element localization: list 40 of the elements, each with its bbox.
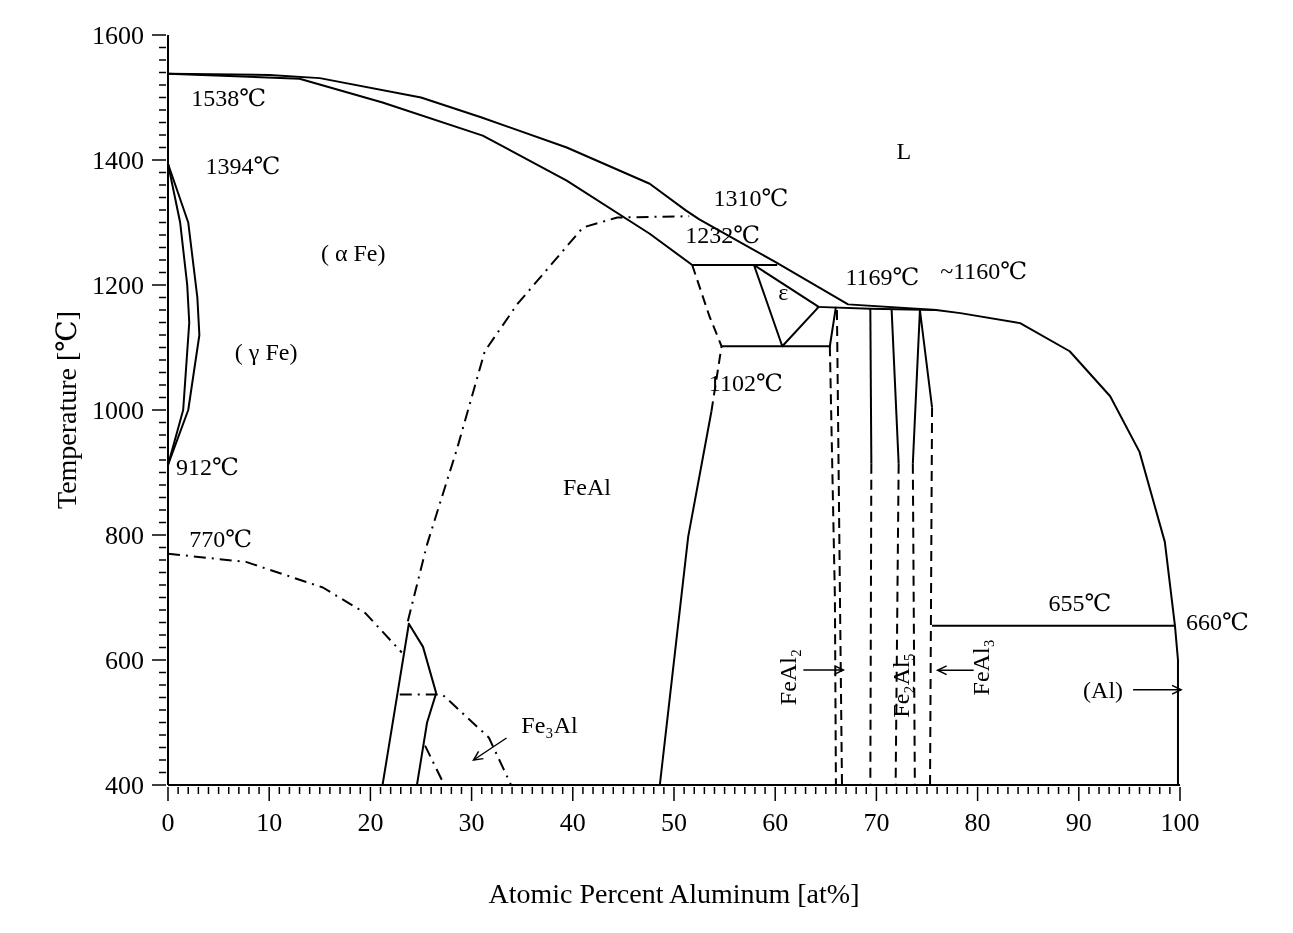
- annotation: 1169℃: [845, 263, 920, 290]
- x-tick-label: 100: [1160, 808, 1200, 837]
- text: 660℃: [1186, 609, 1249, 636]
- y-tick-label: 600: [105, 645, 144, 675]
- annotation: FeAl₃: [967, 639, 994, 696]
- x-tick-label: 90: [1065, 808, 1092, 837]
- x-tick-label: 70: [863, 808, 890, 837]
- annotation: (Al): [1083, 676, 1124, 703]
- y-tick-label: 1400: [92, 145, 144, 175]
- annotation: Fe₂Al₅: [887, 652, 914, 718]
- annotation: ( α Fe): [320, 240, 386, 267]
- y-tick-label: 1200: [92, 270, 144, 300]
- annotation: ~1160℃: [940, 258, 1028, 285]
- y-tick-label: 1000: [92, 395, 144, 425]
- annotation: 1394℃: [205, 152, 281, 179]
- annotation: FeAl₂: [775, 648, 802, 706]
- annotation: 912℃: [176, 454, 239, 480]
- annotation: 1310℃: [713, 184, 789, 211]
- x-axis-title: Atomic Percent Aluminum [at%]: [488, 878, 860, 909]
- x-tick-label: 0: [161, 808, 175, 837]
- x-tick-label: 50: [661, 808, 687, 837]
- x-tick-label: 30: [458, 808, 485, 837]
- annotation: L: [896, 137, 912, 164]
- annotation: 770℃: [189, 526, 253, 552]
- annotation: ε: [778, 278, 789, 305]
- annotation: 1538℃: [191, 85, 267, 111]
- annotation: FeAl: [562, 474, 612, 501]
- y-axis-title: Temperature [℃]: [50, 310, 82, 510]
- annotation: ( γ Fe): [234, 338, 298, 365]
- x-tick-label: 20: [357, 808, 384, 837]
- x-tick-label: 10: [256, 808, 283, 837]
- x-tick-label: 40: [559, 808, 586, 837]
- x-tick-label: 60: [762, 808, 789, 837]
- y-tick-label: 1600: [92, 20, 144, 50]
- x-tick-label: 80: [964, 808, 991, 837]
- annotation: 655℃: [1048, 589, 1112, 616]
- y-tick-label: 800: [105, 520, 144, 550]
- annotation: 1102℃: [708, 370, 783, 396]
- y-tick-label: 400: [105, 770, 144, 800]
- annotation: Fe₃Al: [521, 712, 579, 738]
